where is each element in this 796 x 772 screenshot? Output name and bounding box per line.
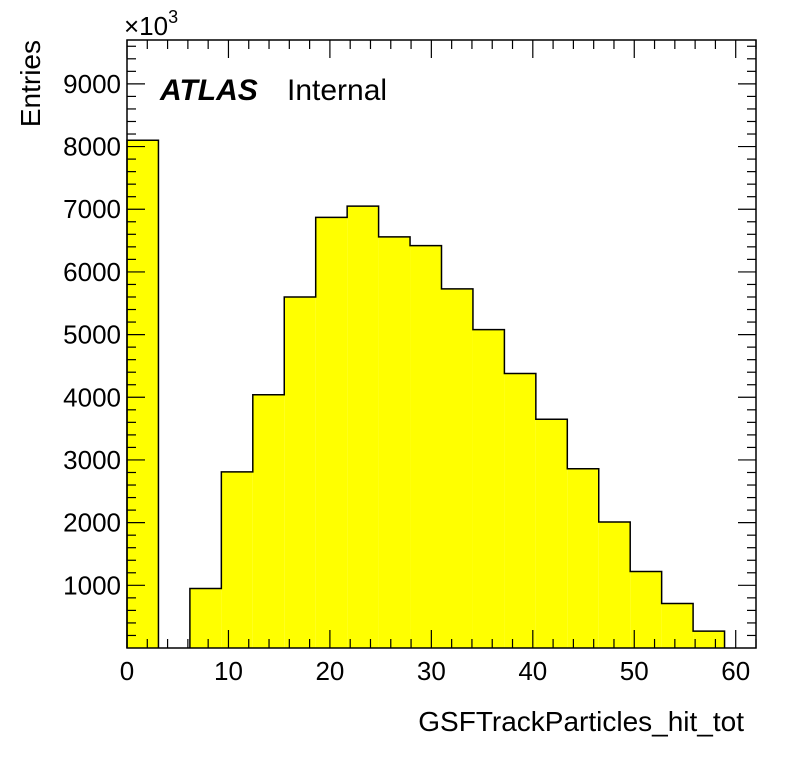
y-tick-labels: 1000 2000 3000 4000 5000 6000 7000 8000 9000 [63,69,121,600]
histogram-bar [598,522,631,648]
x-axis-title: GSFTrackParticles_hit_tot [418,706,744,737]
histogram-bar [504,373,536,648]
y-tick-label: 6000 [63,257,121,287]
y-tick-label: 3000 [63,445,121,475]
histogram-bar [221,471,253,648]
y-tick-label: 9000 [63,69,121,99]
x-tick-label: 40 [518,656,547,686]
y-tick-label: 7000 [63,194,121,224]
histogram-bar [315,217,348,649]
histogram-bar [378,236,411,648]
x-tick-label: 50 [620,656,649,686]
histogram-bar [693,631,725,648]
y-tick-label: 5000 [63,320,121,350]
histogram-bar [441,288,473,648]
histogram-bar [189,588,222,648]
histogram-bar [535,419,568,648]
plot-frame [126,39,757,649]
histogram-bar [284,296,316,648]
histogram-bar [410,245,442,649]
histogram-bar [127,140,159,648]
x-tick-labels: 0 10 20 30 40 50 60 [120,656,750,686]
atlas-label: ATLAS [159,74,258,107]
y-multiplier-exponent: 3 [168,7,178,27]
histogram-outline [189,205,726,648]
histogram-bar [252,394,285,648]
histogram-bar [567,468,599,648]
y-tick-label: 8000 [63,132,121,162]
histogram-bar [347,206,379,648]
histogram-bars [127,140,725,649]
axis-ticks [126,40,757,648]
x-tick-label: 10 [214,656,243,686]
histogram-bar [661,603,694,648]
y-tick-label: 4000 [63,382,121,412]
histogram-bar [630,571,662,648]
internal-label: Internal [287,74,387,107]
y-axis-title: Entries [15,40,46,127]
y-multiplier-base: ×10 [124,11,168,41]
histogram-bar [472,329,505,648]
x-tick-label: 0 [120,656,134,686]
x-tick-label: 30 [417,656,446,686]
y-tick-label: 2000 [63,508,121,538]
y-tick-label: 1000 [63,570,121,600]
x-tick-label: 60 [721,656,750,686]
x-tick-label: 20 [315,656,344,686]
y-multiplier-label: ×103 [124,7,178,41]
